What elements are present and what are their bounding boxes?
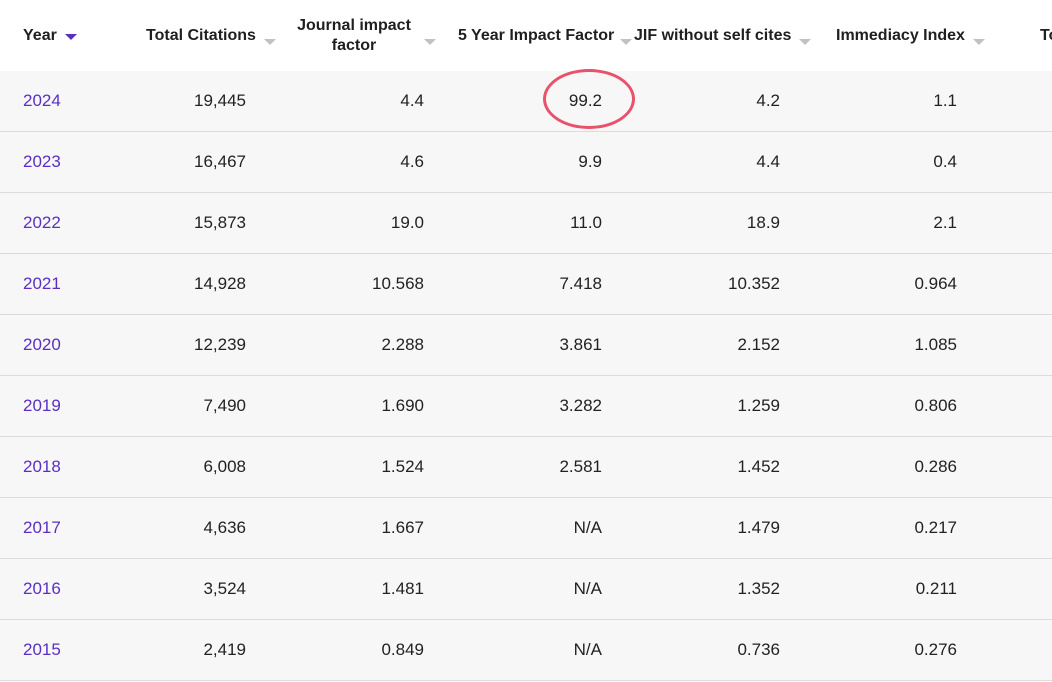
column-label-jif-without-self-cites: JIF without self cites xyxy=(634,26,792,44)
sort-desc-icon[interactable] xyxy=(64,33,77,40)
sort-caret-icon[interactable] xyxy=(972,38,985,45)
table-row: 2023 16,467 4.6 9.9 4.4 0.4 xyxy=(0,132,1052,193)
total-citations-cell: 19,445 xyxy=(194,91,246,110)
jif-without-self-cites-cell: 2.152 xyxy=(737,335,780,354)
immediacy-index-cell: 0.964 xyxy=(914,274,957,293)
immediacy-index-cell: 0.276 xyxy=(914,640,957,659)
immediacy-index-cell: 0.4 xyxy=(933,152,957,171)
immediacy-index-cell: 1.1 xyxy=(933,91,957,110)
column-header-jif-without-self-cites[interactable]: JIF without self cites xyxy=(634,0,812,71)
five-year-if-cell: 3.861 xyxy=(559,335,602,354)
jif-without-self-cites-cell: 4.4 xyxy=(756,152,780,171)
column-label-immediacy-index: Immediacy Index xyxy=(836,26,965,44)
column-header-jif[interactable]: Journal impact factor xyxy=(292,0,452,71)
immediacy-index-cell: 0.217 xyxy=(914,518,957,537)
immediacy-index-cell: 0.806 xyxy=(914,396,957,415)
total-citations-cell: 7,490 xyxy=(203,396,246,415)
year-link[interactable]: 2017 xyxy=(23,518,61,537)
column-header-truncated[interactable]: To xyxy=(1040,0,1052,71)
table-row: 2020 12,239 2.288 3.861 2.152 1.085 xyxy=(0,315,1052,376)
immediacy-index-cell: 0.211 xyxy=(915,579,957,598)
table-row: 2021 14,928 10.568 7.418 10.352 0.964 xyxy=(0,254,1052,315)
table-header: Year Total Citations Journal impact fact… xyxy=(0,0,1052,71)
column-header-year[interactable]: Year xyxy=(23,0,77,71)
total-citations-cell: 15,873 xyxy=(194,213,246,232)
table-row: 2015 2,419 0.849 N/A 0.736 0.276 xyxy=(0,620,1052,681)
immediacy-index-cell: 1.085 xyxy=(914,335,957,354)
sort-caret-icon[interactable] xyxy=(620,38,633,45)
total-citations-cell: 6,008 xyxy=(203,457,246,476)
jif-cell: 4.6 xyxy=(400,152,424,171)
five-year-if-cell: 7.418 xyxy=(559,274,602,293)
column-header-immediacy-index[interactable]: Immediacy Index xyxy=(836,0,985,71)
jif-cell: 10.568 xyxy=(372,274,424,293)
jif-cell: 1.524 xyxy=(381,457,424,476)
year-link[interactable]: 2024 xyxy=(23,91,61,110)
jif-without-self-cites-cell: 1.479 xyxy=(737,518,780,537)
five-year-if-cell: N/A xyxy=(573,640,602,659)
jif-without-self-cites-cell: 1.452 xyxy=(737,457,780,476)
jif-without-self-cites-cell: 0.736 xyxy=(737,640,780,659)
year-link[interactable]: 2020 xyxy=(23,335,61,354)
total-citations-cell: 12,239 xyxy=(194,335,246,354)
sort-caret-icon[interactable] xyxy=(799,38,812,45)
jif-cell: 19.0 xyxy=(390,213,424,232)
column-header-5-year-impact-factor[interactable]: 5 Year Impact Factor xyxy=(458,0,633,71)
jif-without-self-cites-cell: 18.9 xyxy=(746,213,780,232)
sort-caret-icon[interactable] xyxy=(424,38,436,45)
total-citations-cell: 2,419 xyxy=(203,640,246,659)
year-link[interactable]: 2021 xyxy=(23,274,61,293)
year-link[interactable]: 2015 xyxy=(23,640,61,659)
five-year-if-cell: N/A xyxy=(573,518,602,537)
immediacy-index-cell: 2.1 xyxy=(933,213,957,232)
table-row: 2017 4,636 1.667 N/A 1.479 0.217 xyxy=(0,498,1052,559)
column-label-total-citations: Total Citations xyxy=(146,26,256,44)
year-link[interactable]: 2022 xyxy=(23,213,61,232)
jif-without-self-cites-cell: 10.352 xyxy=(728,274,780,293)
jif-cell: 1.667 xyxy=(381,518,424,537)
column-label-5-year-impact-factor: 5 Year Impact Factor xyxy=(458,26,615,44)
jif-without-self-cites-cell: 1.259 xyxy=(737,396,780,415)
jif-cell: 2.288 xyxy=(381,335,424,354)
total-citations-cell: 16,467 xyxy=(194,152,246,171)
jif-without-self-cites-cell: 4.2 xyxy=(756,91,780,110)
column-label-year: Year xyxy=(23,26,57,44)
jif-cell: 0.849 xyxy=(381,640,424,659)
year-link[interactable]: 2018 xyxy=(23,457,61,476)
table-body: 2024 19,445 4.4 99.2 4.2 1.1 2023 16,467… xyxy=(0,71,1052,681)
sort-caret-icon[interactable] xyxy=(263,38,276,45)
immediacy-index-cell: 0.286 xyxy=(914,457,957,476)
total-citations-cell: 14,928 xyxy=(194,274,246,293)
total-citations-cell: 3,524 xyxy=(203,579,246,598)
table-row: 2024 19,445 4.4 99.2 4.2 1.1 xyxy=(0,71,1052,132)
five-year-if-cell: N/A xyxy=(573,579,602,598)
five-year-if-cell: 99.2 xyxy=(568,91,602,110)
total-citations-cell: 4,636 xyxy=(203,518,246,537)
year-link[interactable]: 2023 xyxy=(23,152,61,171)
five-year-if-cell: 3.282 xyxy=(559,396,602,415)
five-year-if-cell: 11.0 xyxy=(570,213,602,232)
year-link[interactable]: 2019 xyxy=(23,396,61,415)
jif-cell: 1.690 xyxy=(381,396,424,415)
table-row: 2016 3,524 1.481 N/A 1.352 0.211 xyxy=(0,559,1052,620)
table-row: 2022 15,873 19.0 11.0 18.9 2.1 xyxy=(0,193,1052,254)
jif-cell: 1.481 xyxy=(381,579,424,598)
table-row: 2019 7,490 1.690 3.282 1.259 0.806 xyxy=(0,376,1052,437)
year-link[interactable]: 2016 xyxy=(23,579,61,598)
jif-cell: 4.4 xyxy=(400,91,424,110)
five-year-if-cell: 2.581 xyxy=(559,457,602,476)
table-row: 2018 6,008 1.524 2.581 1.452 0.286 xyxy=(0,437,1052,498)
five-year-if-cell: 9.9 xyxy=(578,152,602,171)
column-label-jif: Journal impact factor xyxy=(297,16,411,54)
column-label-truncated: To xyxy=(1040,26,1052,44)
jif-without-self-cites-cell: 1.352 xyxy=(737,579,780,598)
column-header-total-citations[interactable]: Total Citations xyxy=(146,0,276,71)
